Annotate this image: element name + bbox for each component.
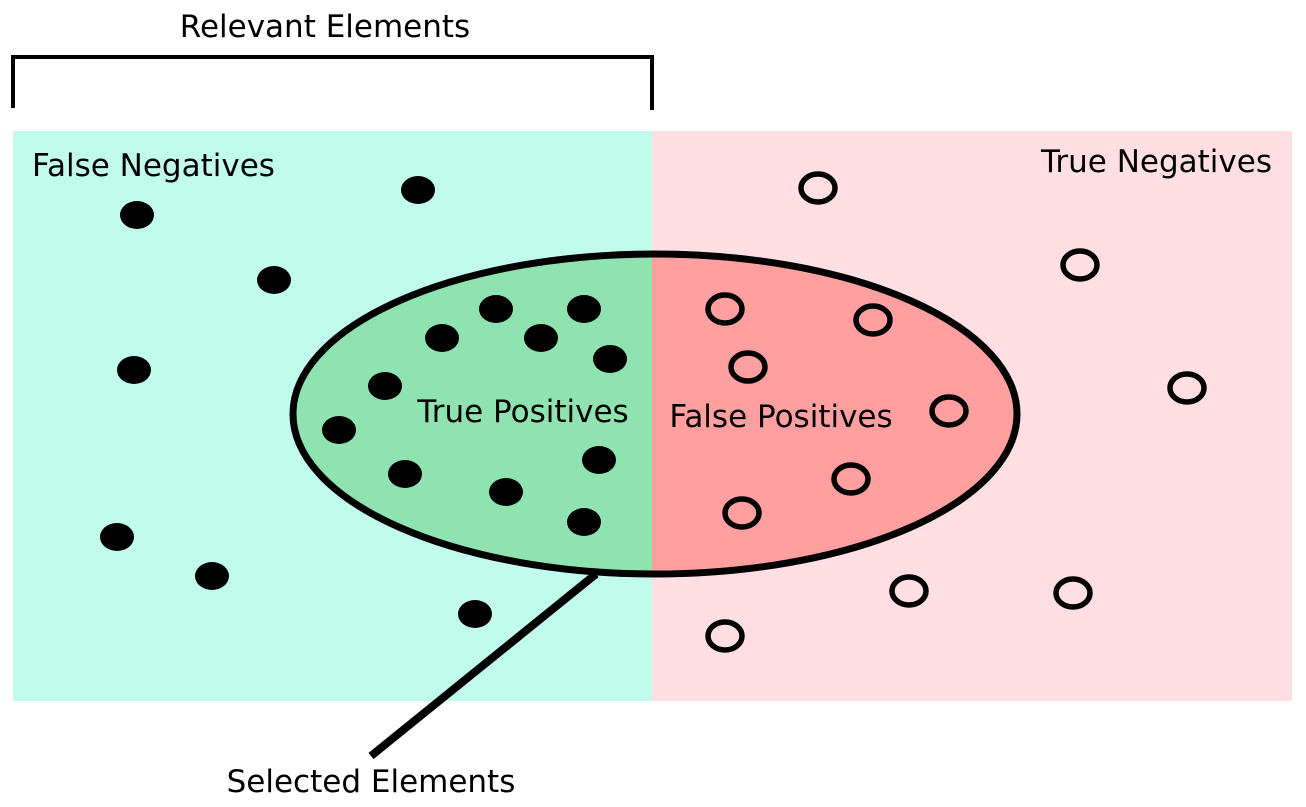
- hollow-dot: [798, 171, 838, 205]
- true-negatives-label: True Negatives: [1040, 144, 1272, 180]
- hollow-dot: [853, 303, 893, 337]
- filled-dot: [368, 372, 402, 400]
- hollow-dot: [728, 350, 768, 384]
- relevant-elements-label: Relevant Elements: [180, 9, 470, 45]
- filled-dot: [567, 295, 601, 323]
- selected-elements-label: Selected Elements: [227, 764, 516, 800]
- hollow-dot: [889, 574, 929, 608]
- filled-dot: [120, 201, 154, 229]
- hollow-dot: [705, 292, 745, 326]
- filled-dot: [117, 356, 151, 384]
- filled-dot: [100, 523, 134, 551]
- hollow-dot: [1053, 576, 1093, 610]
- filled-dot: [257, 266, 291, 294]
- filled-dot: [195, 562, 229, 590]
- filled-dot: [567, 508, 601, 536]
- relevant-dots: [100, 176, 627, 628]
- filled-dot: [524, 324, 558, 352]
- irrelevant-rings: [705, 171, 1207, 653]
- filled-dot: [489, 478, 523, 506]
- filled-dot: [593, 345, 627, 373]
- filled-dot: [479, 295, 513, 323]
- filled-dot: [425, 324, 459, 352]
- hollow-dot: [929, 394, 969, 428]
- filled-dot: [401, 176, 435, 204]
- hollow-dot: [705, 619, 745, 653]
- hollow-dot: [722, 496, 762, 530]
- filled-dot: [582, 446, 616, 474]
- true-positives-label: True Positives: [416, 394, 628, 430]
- hollow-dot: [1060, 248, 1100, 282]
- relevant-bracket: [11, 55, 654, 110]
- filled-dot: [458, 600, 492, 628]
- hollow-dot: [831, 462, 871, 496]
- false-negatives-label: False Negatives: [32, 148, 275, 184]
- false-positives-label: False Positives: [669, 399, 892, 435]
- filled-dot: [388, 460, 422, 488]
- hollow-dot: [1167, 371, 1207, 405]
- filled-dot: [322, 416, 356, 444]
- selected-ellipse: [289, 250, 1021, 578]
- selected-pointer-line: [368, 570, 599, 760]
